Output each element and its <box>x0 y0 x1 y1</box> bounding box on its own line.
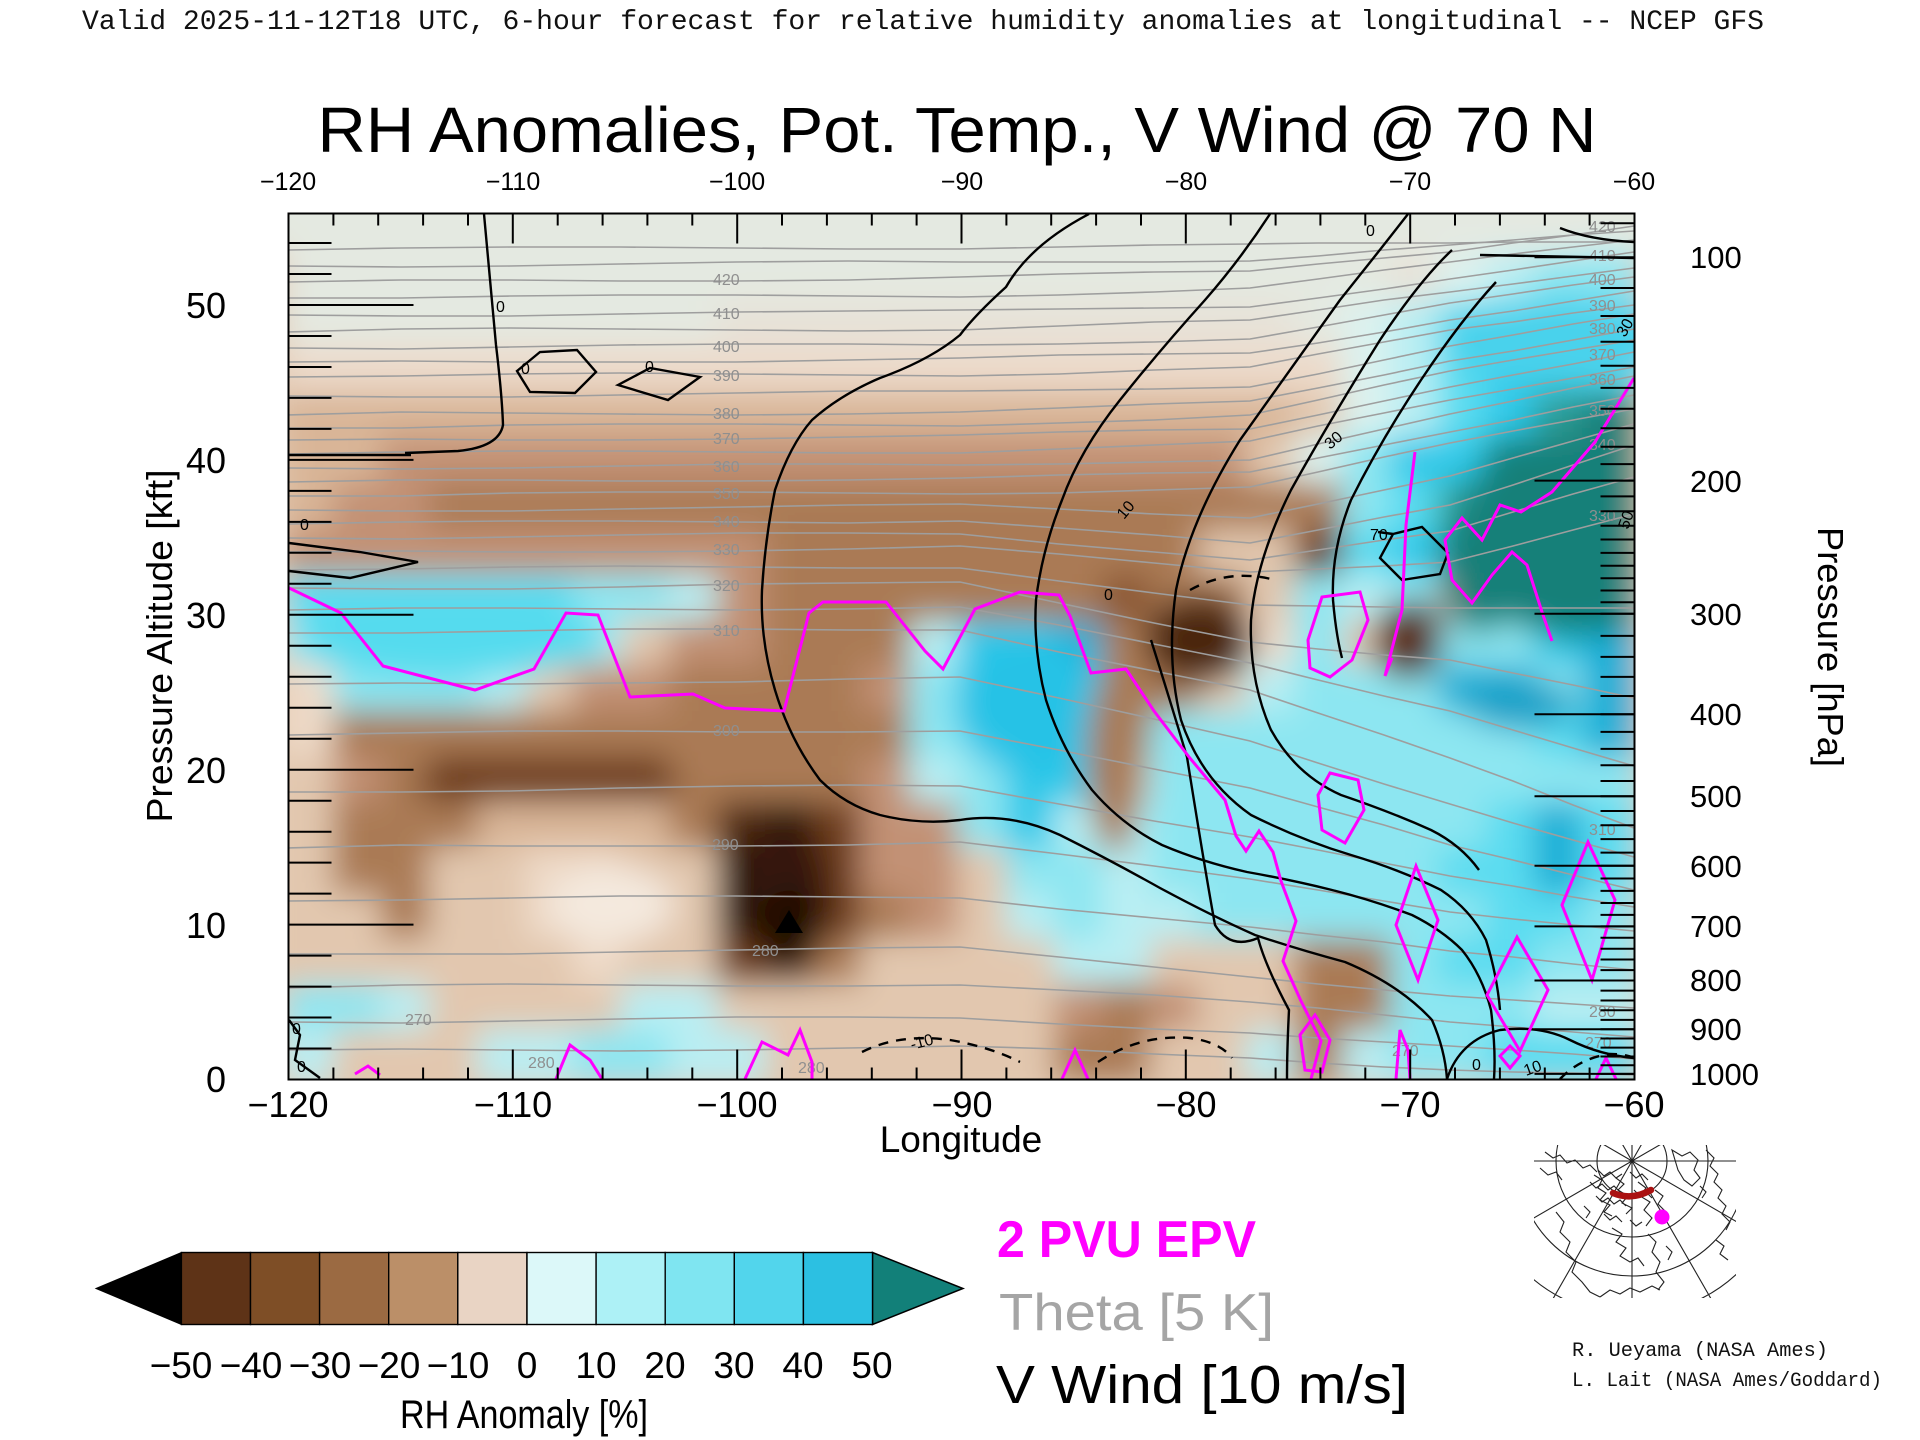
svg-text:−90: −90 <box>931 1084 992 1125</box>
svg-text:−100: −100 <box>709 168 765 196</box>
svg-text:1000: 1000 <box>1690 1057 1759 1092</box>
svg-text:0: 0 <box>517 1345 538 1386</box>
svg-text:320: 320 <box>713 578 740 595</box>
svg-text:30: 30 <box>1614 316 1638 340</box>
svg-text:0: 0 <box>521 361 530 378</box>
svg-text:70: 70 <box>1370 527 1388 544</box>
svg-text:−30: −30 <box>289 1345 352 1386</box>
svg-text:−120: −120 <box>260 168 316 196</box>
svg-text:0: 0 <box>297 1059 306 1076</box>
svg-text:10: 10 <box>186 905 226 946</box>
svg-text:390: 390 <box>1589 298 1616 315</box>
svg-text:Valid 2025-11-12T18 UTC, 6-hou: Valid 2025-11-12T18 UTC, 6-hour forecast… <box>82 7 1764 38</box>
svg-text:200: 200 <box>1690 464 1742 499</box>
svg-text:380: 380 <box>713 406 740 423</box>
svg-text:R. Ueyama (NASA Ames): R. Ueyama (NASA Ames) <box>1572 1340 1828 1363</box>
svg-text:−120: −120 <box>247 1084 328 1125</box>
svg-text:−70: −70 <box>1379 1084 1440 1125</box>
svg-text:0: 0 <box>645 359 654 376</box>
svg-text:600: 600 <box>1690 849 1742 884</box>
svg-text:360: 360 <box>1589 372 1616 389</box>
svg-text:280: 280 <box>528 1055 555 1072</box>
svg-text:300: 300 <box>713 723 740 740</box>
svg-text:500: 500 <box>1690 779 1742 814</box>
svg-text:400: 400 <box>713 339 740 356</box>
svg-text:Theta [5 K]: Theta [5 K] <box>999 1284 1274 1342</box>
svg-text:0: 0 <box>292 1021 301 1038</box>
svg-text:420: 420 <box>713 272 740 289</box>
svg-text:380: 380 <box>1589 321 1616 338</box>
svg-text:20: 20 <box>186 750 226 791</box>
svg-text:0: 0 <box>1472 1057 1481 1074</box>
svg-text:−20: −20 <box>358 1345 421 1386</box>
svg-text:410: 410 <box>713 306 740 323</box>
svg-text:Pressure [hPa]: Pressure [hPa] <box>1810 527 1851 767</box>
svg-text:350: 350 <box>1589 403 1616 420</box>
svg-text:400: 400 <box>1690 697 1742 732</box>
svg-text:270: 270 <box>405 1012 432 1029</box>
svg-text:40: 40 <box>186 440 226 481</box>
svg-text:420: 420 <box>1589 219 1616 236</box>
svg-text:0: 0 <box>496 299 505 316</box>
svg-text:400: 400 <box>1589 272 1616 289</box>
svg-text:−100: −100 <box>696 1084 777 1125</box>
svg-text:900: 900 <box>1690 1012 1742 1047</box>
svg-text:−90: −90 <box>941 168 983 196</box>
svg-text:350: 350 <box>713 486 740 503</box>
svg-text:300: 300 <box>1690 597 1742 632</box>
svg-text:−110: −110 <box>486 168 540 196</box>
svg-text:−60: −60 <box>1603 1084 1664 1125</box>
svg-text:L. Lait (NASA Ames/Goddard): L. Lait (NASA Ames/Goddard) <box>1572 1370 1882 1393</box>
svg-text:RH Anomalies, Pot. Temp., V Wi: RH Anomalies, Pot. Temp., V Wind @ 70 N <box>318 94 1597 166</box>
svg-text:0: 0 <box>206 1059 226 1100</box>
svg-text:700: 700 <box>1690 909 1742 944</box>
svg-text:370: 370 <box>713 431 740 448</box>
svg-text:30: 30 <box>713 1345 754 1386</box>
svg-text:Pressure Altitude [kft]: Pressure Altitude [kft] <box>139 470 180 823</box>
svg-text:−110: −110 <box>474 1084 552 1125</box>
svg-text:V Wind [10 m/s]: V Wind [10 m/s] <box>996 1355 1408 1415</box>
svg-text:330: 330 <box>713 542 740 559</box>
svg-text:−60: −60 <box>1613 168 1655 196</box>
svg-text:−70: −70 <box>1389 168 1431 196</box>
svg-text:10: 10 <box>575 1345 616 1386</box>
svg-text:−10: −10 <box>427 1345 490 1386</box>
svg-text:2 PVU EPV: 2 PVU EPV <box>997 1211 1256 1269</box>
svg-text:-10: -10 <box>909 1031 936 1053</box>
svg-text:280: 280 <box>752 943 779 960</box>
svg-text:40: 40 <box>782 1345 823 1386</box>
svg-text:−80: −80 <box>1165 168 1207 196</box>
svg-text:0: 0 <box>1104 587 1113 604</box>
svg-text:0: 0 <box>1366 223 1375 240</box>
svg-text:−40: −40 <box>220 1345 283 1386</box>
svg-text:390: 390 <box>713 368 740 385</box>
svg-text:50: 50 <box>186 285 226 326</box>
svg-text:Longitude: Longitude <box>880 1119 1043 1160</box>
svg-text:RH Anomaly [%]: RH Anomaly [%] <box>400 1393 648 1437</box>
svg-text:100: 100 <box>1690 240 1742 275</box>
svg-text:−80: −80 <box>1155 1084 1216 1125</box>
svg-text:50: 50 <box>851 1345 892 1386</box>
svg-text:−50: −50 <box>150 1345 213 1386</box>
svg-text:290: 290 <box>712 837 739 854</box>
svg-text:310: 310 <box>713 623 740 640</box>
svg-text:800: 800 <box>1690 963 1742 998</box>
svg-text:30: 30 <box>186 595 226 636</box>
svg-text:370: 370 <box>1589 347 1616 364</box>
svg-text:360: 360 <box>713 459 740 476</box>
svg-text:0: 0 <box>300 517 309 534</box>
svg-text:340: 340 <box>713 514 740 531</box>
svg-text:20: 20 <box>644 1345 685 1386</box>
svg-text:280: 280 <box>1589 1004 1616 1021</box>
